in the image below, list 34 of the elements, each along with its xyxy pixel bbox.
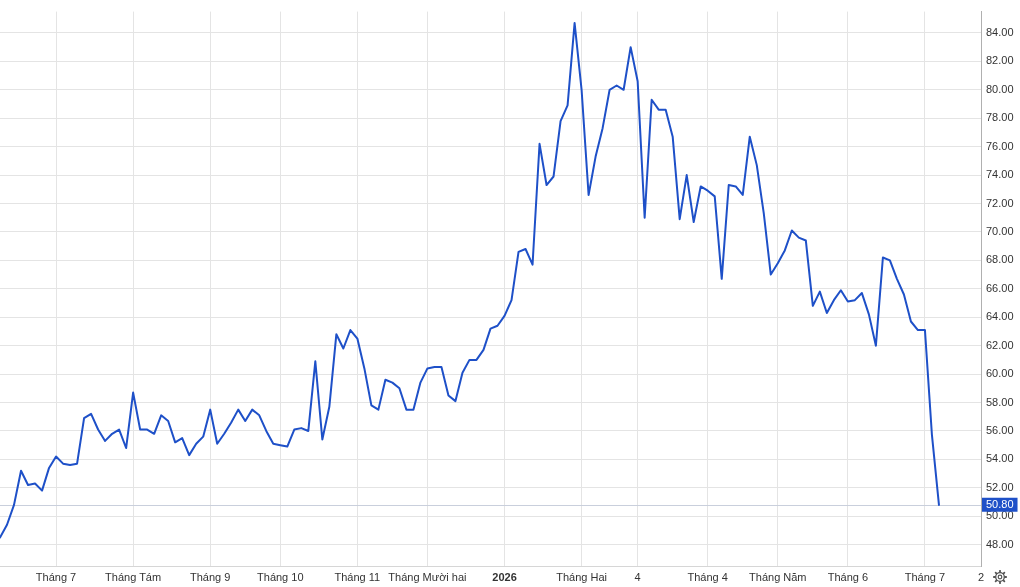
x-tick-label: 2 (977, 570, 985, 583)
y-tick-label: 78.00 (986, 111, 1014, 124)
y-tick-label: 68.00 (986, 253, 1014, 266)
y-tick-label: 48.00 (986, 537, 1014, 550)
x-tick-label: Tháng 7 (35, 570, 77, 583)
y-tick-label: 74.00 (986, 168, 1014, 181)
y-tick-label: 58.00 (986, 395, 1014, 408)
y-tick-label: 62.00 (986, 338, 1014, 351)
x-tick-label: Tháng 6 (827, 570, 869, 583)
y-tick-label: 76.00 (986, 139, 1014, 152)
y-tick-label: 72.00 (986, 196, 1014, 209)
y-tick-label: 56.00 (986, 423, 1014, 436)
x-tick-label: Tháng Hai (556, 570, 607, 583)
y-tick-label: 66.00 (986, 281, 1014, 294)
x-tick-label: Tháng Mười hai (388, 570, 467, 583)
y-tick-label: 60.00 (986, 367, 1014, 380)
x-tick-label: Tháng 9 (190, 570, 231, 583)
x-tick-label: Tháng Tám (105, 570, 162, 583)
y-tick-label: 82.00 (986, 54, 1014, 67)
y-tick-label: 80.00 (986, 82, 1014, 95)
y-tick-label: 54.00 (986, 452, 1014, 465)
ref-line-label: 50.80 (986, 498, 1014, 511)
x-tick-label: Tháng Năm (749, 570, 807, 583)
x-tick-label: Tháng 11 (334, 570, 381, 583)
x-tick-label: 2026 (492, 570, 517, 583)
x-tick-label: 4 (634, 570, 641, 583)
x-tick-label: Tháng 4 (687, 570, 728, 583)
y-tick-label: 64.00 (986, 310, 1014, 323)
x-tick-label: Tháng 10 (257, 570, 304, 583)
x-tick-label: Tháng 7 (904, 570, 946, 583)
y-tick-label: 84.00 (986, 25, 1014, 38)
y-tick-label: 70.00 (986, 224, 1014, 237)
y-tick-label: 52.00 (986, 480, 1014, 493)
y-tick-label: 50.00 (986, 509, 1014, 522)
